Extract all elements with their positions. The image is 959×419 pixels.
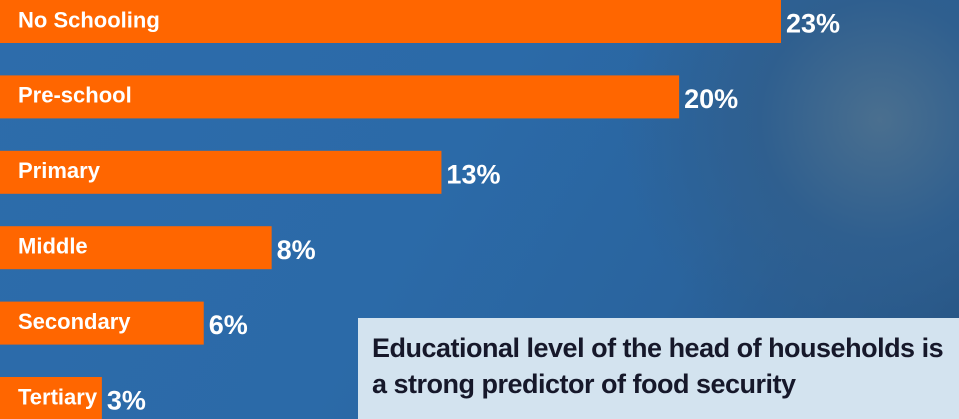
value-label: 8%	[277, 235, 316, 265]
category-label: Middle	[18, 234, 88, 259]
bar	[0, 150, 442, 194]
bar	[0, 75, 680, 119]
chart-title: Educational level of the head of househo…	[372, 333, 944, 399]
category-label: No Schooling	[18, 7, 160, 32]
category-label: Pre-school	[18, 83, 132, 108]
value-label: 3%	[107, 386, 146, 416]
value-label: 6%	[209, 310, 248, 340]
title-box: Educational level of the head of househo…	[358, 318, 959, 419]
bar	[0, 0, 781, 43]
value-label: 23%	[786, 9, 840, 39]
bar	[0, 377, 102, 419]
bar	[0, 301, 204, 345]
bar	[0, 226, 272, 270]
value-label: 20%	[684, 84, 738, 114]
category-label: Tertiary	[18, 384, 98, 409]
category-label: Secondary	[18, 309, 131, 334]
value-label: 13%	[446, 159, 500, 189]
category-label: Primary	[18, 158, 101, 183]
